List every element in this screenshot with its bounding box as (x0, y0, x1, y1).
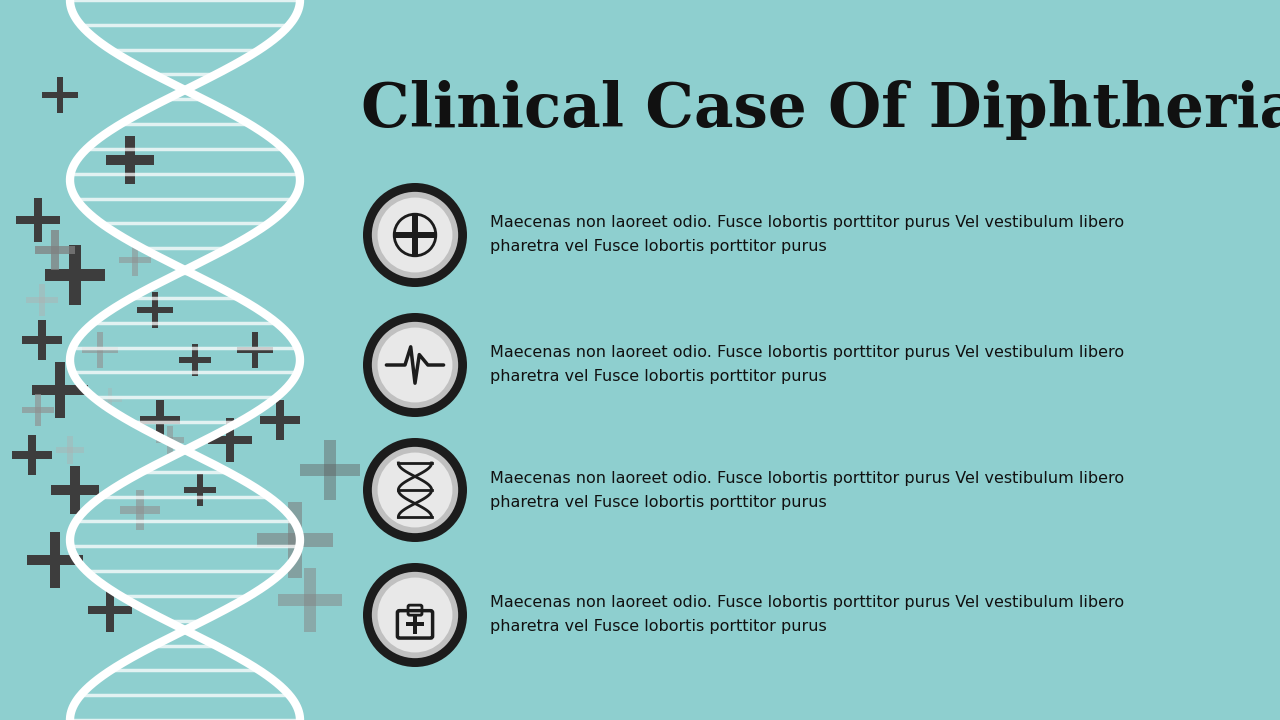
Circle shape (364, 313, 467, 417)
Bar (35, 246, 76, 254)
Bar (237, 346, 273, 354)
Text: Clinical Case Of Diphtheria: Clinical Case Of Diphtheria (361, 80, 1280, 140)
Bar (260, 416, 300, 424)
Bar (51, 230, 59, 270)
Bar (125, 136, 134, 184)
Bar (257, 533, 333, 547)
Circle shape (364, 438, 467, 542)
Bar (132, 244, 138, 276)
Bar (156, 400, 164, 440)
Bar (69, 245, 81, 305)
Bar (42, 91, 78, 99)
Circle shape (372, 572, 458, 658)
Bar (192, 344, 198, 376)
Bar (38, 320, 46, 360)
Bar (413, 615, 417, 634)
Circle shape (378, 328, 452, 402)
Bar (38, 284, 45, 316)
Bar (207, 436, 252, 444)
Bar (51, 485, 99, 495)
Bar (140, 416, 180, 424)
Bar (28, 435, 36, 475)
Circle shape (372, 447, 458, 533)
Bar (225, 418, 234, 462)
Bar (179, 357, 211, 363)
Bar (324, 440, 335, 500)
Bar (278, 594, 342, 606)
Bar (276, 400, 284, 440)
Bar (151, 292, 159, 328)
Bar (197, 474, 204, 506)
Bar (184, 487, 216, 493)
Bar (137, 307, 173, 313)
Bar (300, 464, 360, 476)
Bar (55, 362, 65, 418)
Text: Maecenas non laoreet odio. Fusce lobortis porttitor purus Vel vestibulum libero: Maecenas non laoreet odio. Fusce loborti… (490, 595, 1124, 611)
Text: pharetra vel Fusce lobortis porttitor purus: pharetra vel Fusce lobortis porttitor pu… (490, 619, 827, 634)
Text: pharetra vel Fusce lobortis porttitor purus: pharetra vel Fusce lobortis porttitor pu… (490, 495, 827, 510)
Text: Maecenas non laoreet odio. Fusce lobortis porttitor purus Vel vestibulum libero: Maecenas non laoreet odio. Fusce loborti… (490, 470, 1124, 485)
Bar (45, 269, 105, 281)
Bar (50, 532, 60, 588)
Bar (108, 388, 113, 412)
Bar (106, 588, 114, 632)
Bar (106, 156, 154, 165)
Text: Maecenas non laoreet odio. Fusce lobortis porttitor purus Vel vestibulum libero: Maecenas non laoreet odio. Fusce loborti… (490, 346, 1124, 361)
Bar (12, 451, 52, 459)
Bar (120, 506, 160, 514)
Text: pharetra vel Fusce lobortis porttitor purus: pharetra vel Fusce lobortis porttitor pu… (490, 369, 827, 384)
Bar (56, 447, 84, 453)
Bar (99, 397, 122, 402)
Bar (88, 606, 132, 614)
Bar (288, 502, 302, 578)
Bar (252, 332, 259, 368)
Bar (70, 466, 79, 514)
Bar (136, 490, 143, 530)
Bar (33, 198, 42, 242)
Circle shape (372, 192, 458, 278)
Bar (68, 436, 73, 464)
Bar (82, 346, 118, 354)
Text: pharetra vel Fusce lobortis porttitor purus: pharetra vel Fusce lobortis porttitor pu… (490, 240, 827, 254)
Bar (412, 215, 419, 255)
Bar (168, 426, 173, 454)
Bar (303, 568, 316, 632)
Bar (22, 407, 54, 413)
Circle shape (364, 563, 467, 667)
Circle shape (378, 453, 452, 528)
Bar (96, 332, 104, 368)
Bar (32, 384, 88, 395)
Circle shape (372, 322, 458, 408)
Circle shape (378, 197, 452, 272)
Bar (156, 437, 184, 443)
Bar (26, 297, 58, 303)
Bar (406, 622, 425, 626)
Bar (22, 336, 61, 344)
Bar (27, 554, 83, 565)
Bar (56, 77, 64, 113)
Bar (15, 216, 60, 224)
Bar (35, 394, 41, 426)
Text: Maecenas non laoreet odio. Fusce lobortis porttitor purus Vel vestibulum libero: Maecenas non laoreet odio. Fusce loborti… (490, 215, 1124, 230)
Circle shape (378, 577, 452, 652)
Bar (396, 232, 435, 238)
Bar (119, 257, 151, 263)
Circle shape (364, 183, 467, 287)
